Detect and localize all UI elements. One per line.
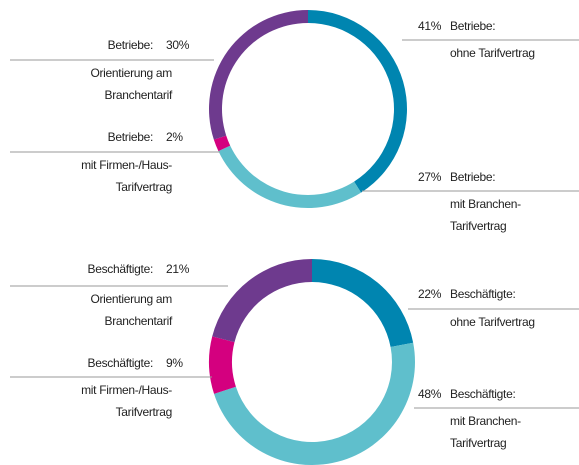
group-label: Betriebe:	[108, 130, 153, 144]
group-label: Beschäftigte:	[450, 287, 515, 301]
donut-segment	[213, 135, 231, 152]
value-label: 41%	[418, 19, 442, 33]
category-label: Tarifvertrag	[116, 405, 172, 419]
value-label: 27%	[418, 170, 442, 184]
donut-segment	[212, 259, 312, 343]
donut-segment	[308, 10, 407, 193]
category-label: Tarifvertrag	[450, 219, 506, 233]
category-label: mit Branchen-	[450, 197, 521, 211]
donut-segment	[218, 145, 362, 208]
value-label: 48%	[418, 387, 442, 401]
value-label: 22%	[418, 287, 442, 301]
group-label: Beschäftigte:	[450, 387, 515, 401]
category-label: Branchentarif	[105, 88, 173, 102]
value-label: 9%	[166, 356, 183, 370]
value-label: 2%	[166, 130, 183, 144]
category-label: mit Firmen-/Haus-	[81, 383, 172, 397]
value-label: 21%	[166, 262, 190, 276]
group-label: Beschäftigte:	[88, 356, 153, 370]
donut-segment	[214, 342, 415, 465]
value-label: 30%	[166, 38, 190, 52]
category-label: mit Branchen-	[450, 414, 521, 428]
category-label: Orientierung am	[90, 66, 172, 80]
group-label: Betriebe:	[450, 19, 495, 33]
category-label: ohne Tarifvertrag	[450, 315, 535, 329]
donut-segment	[312, 259, 414, 348]
category-label: Orientierung am	[90, 292, 172, 306]
group-label: Betriebe:	[450, 170, 495, 184]
group-label: Beschäftigte:	[88, 262, 153, 276]
category-label: mit Firmen-/Haus-	[81, 158, 172, 172]
donut-segment	[208, 10, 308, 140]
category-label: ohne Tarifvertrag	[450, 46, 535, 60]
donut-segment	[209, 336, 236, 394]
category-label: Tarifvertrag	[450, 436, 506, 450]
category-label: Tarifvertrag	[116, 180, 172, 194]
group-label: Betriebe:	[108, 38, 153, 52]
category-label: Branchentarif	[105, 314, 173, 328]
